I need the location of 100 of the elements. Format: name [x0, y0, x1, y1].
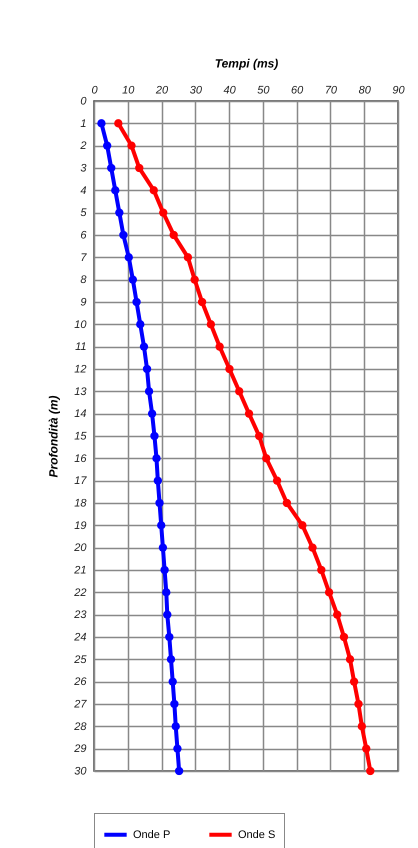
y-tick-label: 15: [74, 430, 88, 442]
point: [333, 610, 342, 619]
point: [127, 141, 136, 150]
x-tick-label: 90: [392, 84, 406, 96]
y-tick-label: 9: [80, 296, 86, 308]
y-tick-label: 7: [80, 252, 88, 264]
legend-label: Onde S: [238, 828, 276, 841]
point: [107, 164, 116, 172]
point: [235, 387, 244, 396]
point: [102, 141, 112, 150]
y-tick-label: 17: [74, 475, 88, 488]
y-tick-label: 27: [73, 698, 88, 710]
y-tick-label: 18: [74, 498, 88, 510]
point: [166, 655, 176, 664]
x-tick-label: 10: [122, 84, 136, 96]
point: [132, 298, 141, 306]
point: [324, 588, 334, 597]
point: [340, 632, 348, 642]
point: [350, 677, 358, 686]
y-tick-label: 0: [80, 96, 88, 108]
y-tick-label: 13: [74, 386, 88, 398]
point: [298, 521, 307, 530]
point: [128, 275, 138, 284]
point: [362, 744, 370, 753]
point: [114, 119, 123, 128]
point: [111, 186, 120, 195]
point: [148, 409, 156, 418]
point: [215, 342, 224, 351]
x-axis-title: Tempi (ms): [214, 56, 278, 70]
point: [152, 454, 161, 463]
point: [97, 119, 106, 128]
y-tick-label: 5: [80, 207, 88, 220]
y-tick-label: 30: [74, 766, 88, 778]
point: [140, 342, 148, 351]
point: [159, 208, 168, 217]
point: [172, 722, 180, 731]
x-tick-label: 60: [291, 84, 304, 96]
x-tick-label: 0: [91, 84, 98, 96]
y-tick-label: 1: [80, 118, 86, 130]
point: [206, 320, 216, 329]
point: [184, 253, 192, 262]
point: [346, 655, 354, 664]
point: [155, 498, 164, 508]
y-tick-label: 11: [75, 341, 86, 354]
point: [190, 275, 199, 284]
y-tick-label: 21: [73, 564, 86, 576]
y-tick-label: 8: [80, 274, 88, 286]
point: [168, 677, 177, 686]
point: [254, 432, 264, 440]
point: [173, 744, 182, 753]
y-tick-label: 23: [73, 609, 88, 622]
point: [154, 476, 162, 485]
point: [262, 454, 270, 463]
x-tick-label: 30: [190, 84, 203, 96]
point: [160, 566, 169, 574]
x-tick-label: 20: [154, 84, 170, 96]
point: [150, 432, 159, 440]
point: [165, 632, 174, 642]
point: [162, 588, 170, 597]
y-tick-label: 3: [80, 162, 88, 174]
y-tick-label: 24: [73, 632, 86, 644]
y-tick-label: 20: [73, 542, 88, 554]
point: [174, 766, 184, 776]
point: [244, 409, 254, 418]
point: [142, 364, 152, 374]
point: [124, 253, 133, 262]
y-tick-label: 12: [74, 364, 86, 376]
y-tick-label: 26: [73, 676, 88, 688]
point: [272, 476, 282, 485]
y-tick-label: 22: [73, 586, 86, 599]
x-tick-label: 50: [257, 84, 270, 96]
point: [115, 208, 124, 217]
y-tick-label: 19: [74, 520, 86, 532]
y-tick-label: 2: [79, 140, 86, 152]
point: [354, 700, 363, 708]
y-tick-label: 4: [80, 184, 86, 197]
point: [317, 566, 326, 574]
point: [150, 186, 158, 195]
point: [119, 230, 128, 240]
point: [225, 364, 234, 374]
point: [198, 298, 206, 306]
point: [136, 320, 144, 329]
y-tick-label: 16: [74, 452, 88, 465]
y-tick-label: 14: [74, 408, 86, 420]
point: [282, 498, 292, 508]
x-tick-label: 80: [358, 84, 372, 96]
y-axis-title: Profondità (m): [46, 396, 60, 478]
legend-label: Onde P: [133, 828, 170, 841]
y-tick-label: 6: [80, 230, 88, 242]
y-tick-label: 10: [74, 318, 88, 331]
point: [163, 610, 172, 619]
point: [366, 766, 374, 776]
point: [308, 543, 317, 552]
point: [144, 387, 154, 396]
point: [358, 722, 366, 731]
point: [170, 230, 178, 240]
x-tick-label: 40: [223, 84, 237, 96]
point: [157, 521, 166, 530]
x-tick-label: 70: [324, 84, 338, 96]
point: [158, 543, 168, 552]
